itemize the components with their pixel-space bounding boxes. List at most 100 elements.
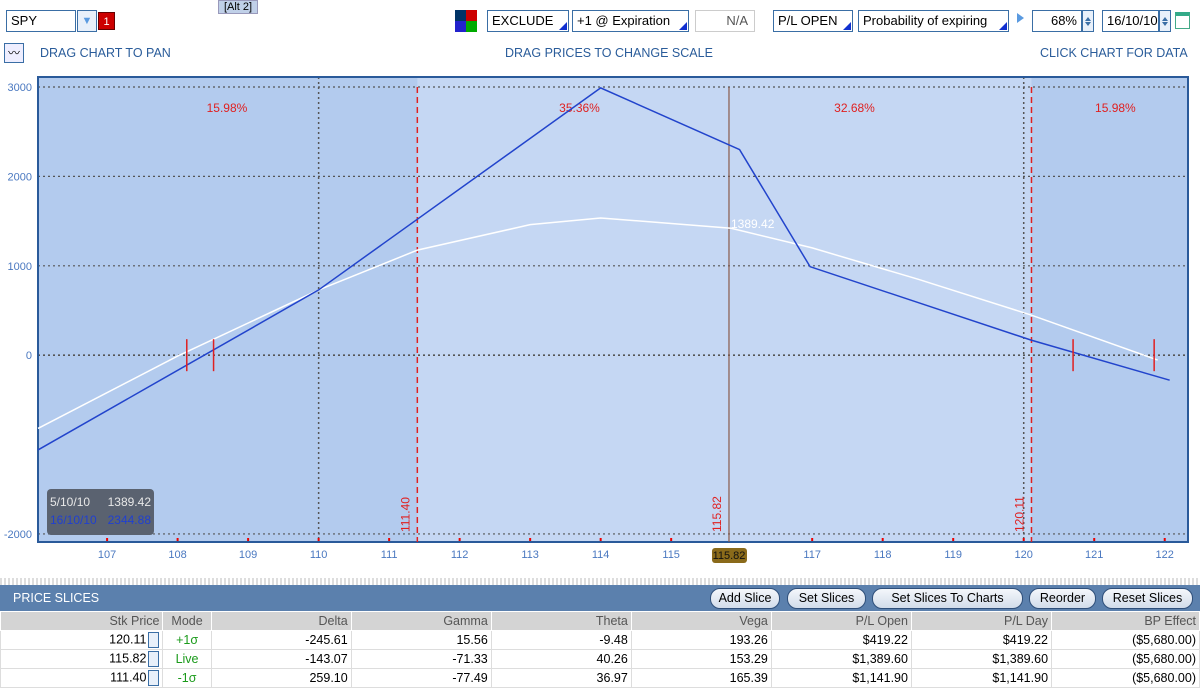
- cell-value: 40.26: [596, 652, 628, 666]
- cell-value: Live: [175, 652, 199, 666]
- cell-bp-effect: ($5,680.00): [1051, 668, 1200, 688]
- column-header[interactable]: Theta: [490, 611, 632, 631]
- cell-mode: -1σ: [162, 668, 212, 688]
- cell-p-l-open: $419.22: [770, 630, 912, 650]
- chart-type-icon[interactable]: 〰: [4, 43, 24, 63]
- pl-line-5-10-10: [37, 217, 1158, 430]
- cell-theta: 36.97: [490, 668, 632, 688]
- column-header[interactable]: Delta: [210, 611, 352, 631]
- reorder-button[interactable]: Reorder: [1029, 588, 1096, 609]
- commissions-select[interactable]: EXCLUDE: [487, 10, 569, 32]
- x-tick-label: 119: [944, 549, 962, 561]
- cell-value: $419.22: [862, 633, 908, 647]
- current-price-badge: [711, 548, 747, 563]
- cell-stk-price[interactable]: 111.40: [0, 668, 164, 688]
- table-row[interactable]: 111.40 -1σ 259.10 -77.49 36.97 165.39 $1,141.9…: [0, 668, 1200, 688]
- cell-value: 15.56: [456, 633, 488, 647]
- cell-value: $1,389.60: [852, 652, 908, 666]
- region-probability: 35.36%: [559, 101, 600, 115]
- cell-value: 259.10: [309, 671, 348, 685]
- price-marker-label: 115.82: [710, 496, 724, 532]
- y-tick-label: 1000: [8, 261, 32, 273]
- cell-value: $1,141.90: [852, 671, 908, 685]
- cell-delta: -245.61: [210, 630, 352, 650]
- column-header[interactable]: Mode: [162, 611, 212, 631]
- cell-vega: 165.39: [630, 668, 772, 688]
- x-tick-label: 117: [803, 549, 821, 561]
- price-slices-header: PRICE SLICES Add Slice Set Slices Set Sl…: [0, 585, 1200, 611]
- region-probability: 32.68%: [834, 101, 875, 115]
- table-row[interactable]: 115.82 Live -143.07 -71.33 40.26 153.29 $1,389…: [0, 649, 1200, 669]
- price-lines-select[interactable]: +1 @ Expiration: [572, 10, 689, 32]
- column-header[interactable]: Vega: [630, 611, 772, 631]
- symbol-input[interactable]: SPY: [6, 10, 76, 32]
- cell-bp-effect: ($5,680.00): [1051, 649, 1200, 669]
- table-row[interactable]: 120.11 +1σ -245.61 15.56 -9.48 193.26 $419.22 $…: [0, 630, 1200, 650]
- step-input[interactable]: N/A: [695, 10, 755, 32]
- play-arrow-icon[interactable]: [1017, 13, 1029, 23]
- cell-gamma: -77.49: [350, 668, 492, 688]
- price-stepper[interactable]: [148, 632, 160, 648]
- x-tick-label: 108: [168, 549, 186, 561]
- cell-value: 193.26: [729, 633, 768, 647]
- region-probability: 15.98%: [1095, 101, 1136, 115]
- cell-stk-price[interactable]: 115.82: [0, 649, 164, 669]
- plot-type-select[interactable]: P/L OPEN: [773, 10, 853, 32]
- column-header[interactable]: BP Effect: [1051, 611, 1200, 631]
- prob-mode-select[interactable]: Probability of expiring: [858, 10, 1009, 32]
- cell-value: 120.11: [109, 632, 147, 647]
- x-tick-label: 109: [239, 549, 257, 561]
- cell-theta: -9.48: [490, 630, 632, 650]
- price-stepper[interactable]: [148, 670, 160, 686]
- calendar-icon[interactable]: [1175, 12, 1190, 29]
- color-grid-icon[interactable]: [455, 10, 477, 32]
- y-tick-label: 0: [26, 350, 32, 362]
- reset-slices-button[interactable]: Reset Slices: [1102, 588, 1193, 609]
- cell-vega: 153.29: [630, 649, 772, 669]
- x-tick-label: 115: [662, 549, 680, 561]
- link-badge[interactable]: 1: [98, 12, 115, 30]
- cell-gamma: -71.33: [350, 649, 492, 669]
- cell-value: 111.40: [110, 670, 147, 685]
- region-probability: 15.98%: [207, 101, 248, 115]
- cell-value: $419.22: [1002, 633, 1049, 647]
- set-slices-button[interactable]: Set Slices: [787, 588, 866, 609]
- set-slices-to-charts-button[interactable]: Set Slices To Charts: [872, 588, 1023, 609]
- data-readout: [47, 489, 154, 535]
- prob-date-input[interactable]: 16/10/10: [1102, 10, 1159, 32]
- symbol-dropdown-icon[interactable]: ▼: [77, 10, 97, 32]
- column-header[interactable]: P/L Open: [770, 611, 912, 631]
- cell-value: -9.48: [599, 633, 628, 647]
- cell-p-l-open: $1,141.90: [770, 668, 912, 688]
- pan-hint: DRAG CHART TO PAN: [40, 46, 171, 60]
- y-tick-label: 3000: [8, 82, 32, 94]
- x-tick-label: 107: [98, 549, 116, 561]
- cell-value: $1,389.60: [992, 652, 1049, 666]
- prob-range-stepper[interactable]: [1082, 10, 1094, 32]
- prob-range-input[interactable]: 68%: [1032, 10, 1082, 32]
- cell-value: -143.07: [305, 652, 348, 666]
- data-hint: CLICK CHART FOR DATA: [1040, 46, 1188, 60]
- cell-stk-price[interactable]: 120.11: [0, 630, 164, 650]
- current-price-label: 115.82: [713, 550, 746, 562]
- add-slice-button[interactable]: Add Slice: [710, 588, 780, 609]
- splitter[interactable]: [0, 578, 1200, 585]
- risk-chart[interactable]: 3000 2000 1000 0 -2000 107 108 109 110 111 112 113 1…: [0, 70, 1200, 585]
- cell-vega: 193.26: [630, 630, 772, 650]
- column-header[interactable]: Stk Price: [0, 611, 164, 631]
- cell-bp-effect: ($5,680.00): [1051, 630, 1200, 650]
- cell-theta: 40.26: [490, 649, 632, 669]
- x-tick-label: 122: [1156, 549, 1174, 561]
- plot-border: [37, 76, 1189, 543]
- price-stepper[interactable]: [148, 651, 160, 667]
- cell-delta: -143.07: [210, 649, 352, 669]
- cell-value: $1,141.90: [992, 671, 1049, 685]
- prob-date-stepper[interactable]: [1159, 10, 1171, 32]
- cell-value: +1σ: [176, 633, 199, 647]
- cell-value: 153.29: [729, 652, 768, 666]
- column-header[interactable]: P/L Day: [910, 611, 1053, 631]
- x-tick-label: 110: [310, 549, 328, 561]
- scale-hint: DRAG PRICES TO CHANGE SCALE: [505, 46, 713, 60]
- y-tick-label: -2000: [4, 529, 32, 541]
- column-header[interactable]: Gamma: [350, 611, 492, 631]
